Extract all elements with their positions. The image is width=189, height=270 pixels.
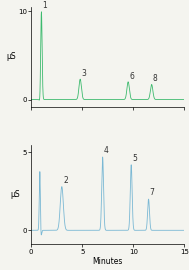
Text: 8: 8	[153, 74, 158, 83]
Y-axis label: μS: μS	[11, 190, 20, 199]
Text: 7: 7	[150, 188, 155, 197]
Text: 2: 2	[63, 176, 68, 185]
Text: 3: 3	[81, 69, 86, 78]
Text: 4: 4	[104, 146, 109, 155]
Y-axis label: μS: μS	[6, 52, 16, 61]
Text: 1: 1	[43, 1, 47, 10]
Text: 5: 5	[132, 154, 137, 163]
Text: 6: 6	[129, 72, 134, 80]
X-axis label: Minutes: Minutes	[93, 257, 123, 266]
